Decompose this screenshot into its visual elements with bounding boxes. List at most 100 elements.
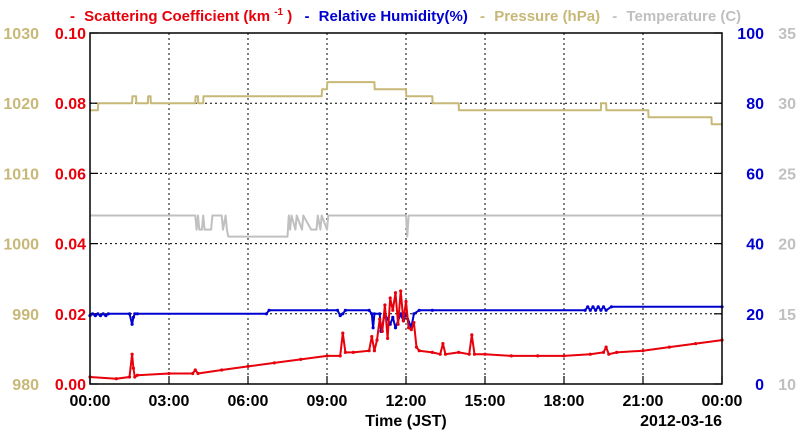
data-point-scattering xyxy=(391,308,395,312)
data-point-scattering xyxy=(338,354,342,358)
data-point-scattering xyxy=(193,368,197,372)
temperature-axis-tick-label: 35 xyxy=(778,26,796,43)
data-point-humidity xyxy=(341,312,345,316)
data-point-scattering xyxy=(131,366,135,370)
data-point-scattering xyxy=(536,354,540,358)
pressure-axis-tick-label: 1030 xyxy=(3,26,39,43)
pressure-axis-tick-label: 1020 xyxy=(3,96,39,113)
scattering-axis-tick-label: 0.08 xyxy=(55,96,86,113)
data-point-scattering xyxy=(299,357,303,361)
data-point-scattering xyxy=(343,350,347,354)
legend-scattering-exp: -1 xyxy=(274,7,283,18)
data-point-scattering xyxy=(641,349,645,353)
data-point-scattering xyxy=(443,352,448,356)
data-point-scattering xyxy=(370,335,374,339)
data-point-scattering xyxy=(409,328,413,332)
legend-temperature-dash: - xyxy=(612,8,617,25)
humidity-axis-tick-label: 20 xyxy=(746,307,764,324)
data-point-scattering xyxy=(375,338,379,342)
data-point-scattering xyxy=(167,371,171,376)
data-point-humidity xyxy=(343,308,347,312)
data-point-scattering xyxy=(380,329,384,333)
data-point-scattering xyxy=(383,303,387,307)
x-tick-label: 06:00 xyxy=(228,393,269,410)
data-point-scattering xyxy=(615,350,619,354)
data-point-humidity xyxy=(130,322,134,326)
data-point-humidity xyxy=(338,314,342,318)
data-point-humidity xyxy=(412,312,416,316)
humidity-axis-tick-label: 100 xyxy=(737,26,764,43)
data-point-scattering xyxy=(399,289,403,293)
data-point-scattering xyxy=(588,352,592,356)
data-point-scattering xyxy=(325,354,329,358)
data-point-scattering xyxy=(694,342,698,346)
data-point-humidity xyxy=(367,308,371,312)
data-point-humidity xyxy=(604,308,608,312)
pressure-axis-tick-label: 1000 xyxy=(3,237,39,254)
data-point-humidity xyxy=(98,314,103,318)
data-point-scattering xyxy=(114,377,118,381)
data-point-humidity xyxy=(391,315,395,319)
data-point-scattering xyxy=(246,364,250,368)
temperature-axis-tick-label: 10 xyxy=(778,377,796,394)
data-point-scattering xyxy=(604,345,608,349)
data-point-humidity xyxy=(131,315,135,319)
data-point-humidity xyxy=(599,308,603,312)
data-point-humidity xyxy=(601,305,606,309)
data-point-humidity xyxy=(372,312,376,316)
legend-humidity-dash: - xyxy=(304,8,309,25)
humidity-axis-tick-label: 60 xyxy=(746,166,764,183)
x-tick-label: 18:00 xyxy=(544,393,585,410)
data-point-scattering xyxy=(272,361,276,365)
x-tick-label: 00:00 xyxy=(702,393,743,410)
data-point-humidity xyxy=(127,312,132,316)
data-point-humidity xyxy=(264,312,268,316)
data-point-humidity xyxy=(101,312,105,316)
data-point-scattering xyxy=(393,291,398,295)
legend-humidity: Relative Humidity(%) xyxy=(319,8,468,25)
scattering-axis-tick-label: 0.04 xyxy=(55,237,86,254)
data-point-humidity xyxy=(430,308,434,312)
data-point-scattering xyxy=(607,352,611,356)
data-point-humidity xyxy=(93,314,97,318)
data-point-scattering xyxy=(372,349,376,353)
data-point-scattering xyxy=(133,375,137,379)
plot-frame xyxy=(89,32,723,385)
legend-pressure: Pressure (hPa) xyxy=(494,8,600,25)
data-point-humidity xyxy=(106,312,110,316)
data-point-scattering xyxy=(191,371,195,376)
data-point-scattering xyxy=(401,319,405,323)
pressure-axis-tick-label: 980 xyxy=(12,377,39,394)
legend-pressure-dash: - xyxy=(480,8,485,25)
data-point-scattering xyxy=(483,352,487,356)
pressure-axis-tick-label: 990 xyxy=(12,307,39,324)
data-point-scattering xyxy=(127,375,132,379)
data-point-humidity xyxy=(370,312,374,316)
data-point-humidity xyxy=(596,305,600,309)
series-line-pressure xyxy=(90,81,722,126)
data-point-scattering xyxy=(386,336,390,340)
temperature-axis-tick-label: 15 xyxy=(778,307,796,324)
data-point-scattering xyxy=(135,373,139,377)
x-tick-label: 21:00 xyxy=(623,393,664,410)
scattering-axis-tick-label: 0.02 xyxy=(55,307,86,324)
series-group xyxy=(88,81,724,381)
data-point-humidity xyxy=(335,308,340,312)
temperature-axis-tick-label: 25 xyxy=(778,166,796,183)
data-point-humidity xyxy=(586,305,590,309)
legend-scattering-dash: - xyxy=(70,8,75,25)
temperature-axis-tick-label: 20 xyxy=(778,237,796,254)
chart-legend-title: - Scattering Coefficient (km -1 ) - Rela… xyxy=(70,2,741,25)
humidity-axis-tick-label: 40 xyxy=(746,237,764,254)
data-point-scattering xyxy=(417,349,421,353)
data-point-scattering xyxy=(467,352,471,356)
data-point-humidity xyxy=(135,312,139,316)
data-point-scattering xyxy=(457,350,461,354)
data-point-humidity xyxy=(91,312,95,316)
data-point-scattering xyxy=(562,354,566,358)
data-point-humidity xyxy=(393,326,398,330)
data-point-scattering xyxy=(367,349,371,353)
data-point-scattering xyxy=(470,333,474,337)
data-point-scattering xyxy=(414,345,419,349)
